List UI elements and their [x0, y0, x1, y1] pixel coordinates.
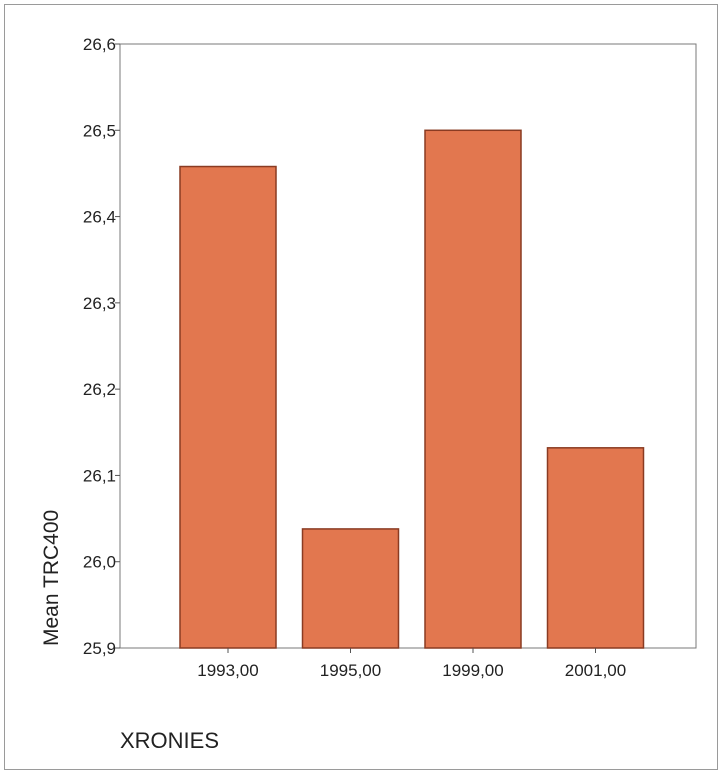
y-axis-label: Mean TRC400 [40, 510, 63, 646]
bar-1995,00 [301, 528, 400, 649]
bars-group [179, 129, 645, 649]
x-axis-label: XRONIES [120, 728, 219, 753]
y-tick-label: 25,9 [83, 639, 116, 658]
bar-2001,00 [546, 447, 645, 649]
y-tick-label: 26,3 [83, 294, 116, 313]
x-tick-label: 1993,00 [197, 661, 258, 680]
y-tick-label: 26,0 [83, 553, 116, 572]
y-ticks-group: 25,9 26,0 26,1 26,2 26,3 26,4 26,5 26,6 [83, 35, 120, 658]
y-tick-label: 26,4 [83, 208, 116, 227]
y-tick-label: 26,6 [83, 35, 116, 54]
bar-1993,00 [179, 165, 277, 649]
x-tick-label: 2001,00 [565, 661, 626, 680]
x-tick-label: 1999,00 [442, 661, 503, 680]
y-tick-label: 26,1 [83, 466, 116, 485]
x-ticks-group: 1993,00 1995,00 1999,00 2001,00 [197, 648, 626, 680]
x-tick-label: 1995,00 [320, 661, 381, 680]
y-tick-label: 26,2 [83, 380, 116, 399]
bar-1999,00 [424, 129, 522, 649]
y-tick-label: 26,5 [83, 121, 116, 140]
